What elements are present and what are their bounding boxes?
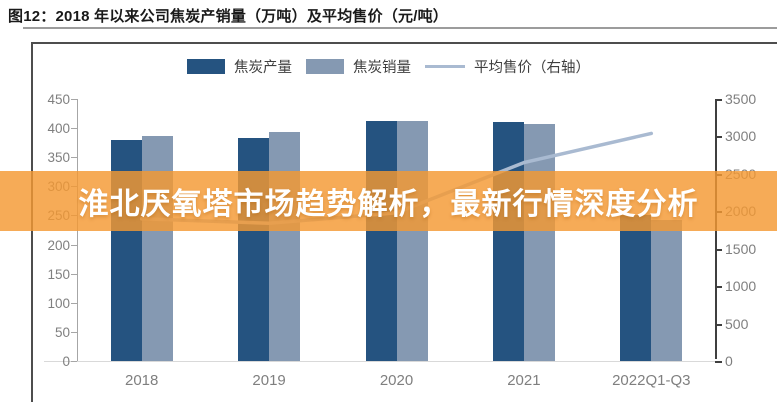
bar-sales-2022Q1-Q3 [651, 219, 683, 361]
left-axis-tick-label: 200 [47, 237, 70, 253]
figure-title: 图12：2018 年以来公司焦炭产销量（万吨）及平均售价（元/吨） [8, 8, 448, 25]
left-axis-tick-label: 50 [54, 324, 70, 340]
left-axis-tick-label: 400 [47, 121, 70, 137]
right-axis-tick-label: 1000 [725, 278, 757, 295]
bar-sales-2019 [269, 131, 301, 361]
right-axis-tick-label: 3500 [725, 91, 757, 107]
bar-sales-2018 [141, 136, 173, 361]
bar-sales-2021 [523, 124, 555, 361]
x-axis-category-label: 2018 [125, 372, 159, 389]
left-axis-tick-label: 100 [47, 295, 70, 311]
bar-sales-2020 [396, 121, 428, 361]
left-axis-tick [71, 302, 77, 304]
legend-label: 平均售价（右轴） [474, 59, 590, 76]
left-axis-tick [71, 99, 77, 100]
left-axis-tick [71, 244, 77, 246]
left-axis-tick [71, 128, 77, 130]
left-axis-tick [71, 361, 77, 362]
x-axis-category-label: 2019 [252, 372, 286, 389]
right-axis-tick [715, 286, 722, 289]
bar-production-2020 [365, 120, 397, 361]
x-axis-category-label: 2022Q1-Q3 [612, 372, 691, 389]
title-divider [23, 27, 777, 29]
left-axis-tick-label: 150 [47, 266, 70, 282]
right-axis-tick [715, 361, 722, 363]
overlay-banner: 淮北厌氧塔市场趋势解析，最新行情深度分析 [0, 171, 777, 231]
overlay-banner-text: 淮北厌氧塔市场趋势解析，最新行情深度分析 [78, 188, 699, 221]
right-axis-tick-label: 0 [725, 353, 733, 369]
right-axis-tick [715, 248, 722, 251]
bar-production-2022Q1-Q3 [620, 215, 652, 361]
left-axis-tick-label: 450 [47, 92, 70, 107]
left-axis-tick [71, 331, 77, 333]
x-axis-category-label: 2021 [507, 372, 541, 389]
left-axis-tick-label: 350 [47, 150, 70, 166]
legend-item-sales: 焦炭销量 [306, 56, 411, 77]
left-axis-tick [71, 273, 77, 275]
left-axis-tick [71, 157, 77, 159]
left-axis-tick-label: 0 [62, 354, 70, 369]
sales-swatch-icon [306, 58, 344, 74]
legend-item-price: 平均售价（右轴） [425, 56, 590, 77]
price-line-swatch-icon [425, 64, 465, 68]
chart-legend: 焦炭产量 焦炭销量 平均售价（右轴） [0, 54, 777, 78]
right-axis-tick [715, 99, 722, 101]
legend-label: 焦炭产量 [234, 59, 292, 76]
x-axis-line [44, 361, 715, 362]
x-axis-category-label: 2020 [379, 372, 414, 389]
right-axis-tick [715, 136, 722, 139]
right-axis-tick-label: 1500 [725, 240, 757, 257]
right-axis-tick [715, 323, 722, 326]
legend-item-production: 焦炭产量 [187, 56, 292, 77]
right-axis-tick-label: 500 [725, 315, 749, 332]
bar-production-2021 [492, 122, 524, 361]
legend-label: 焦炭销量 [353, 59, 411, 76]
right-axis-tick-label: 3000 [725, 128, 757, 145]
production-swatch-icon [187, 58, 225, 74]
